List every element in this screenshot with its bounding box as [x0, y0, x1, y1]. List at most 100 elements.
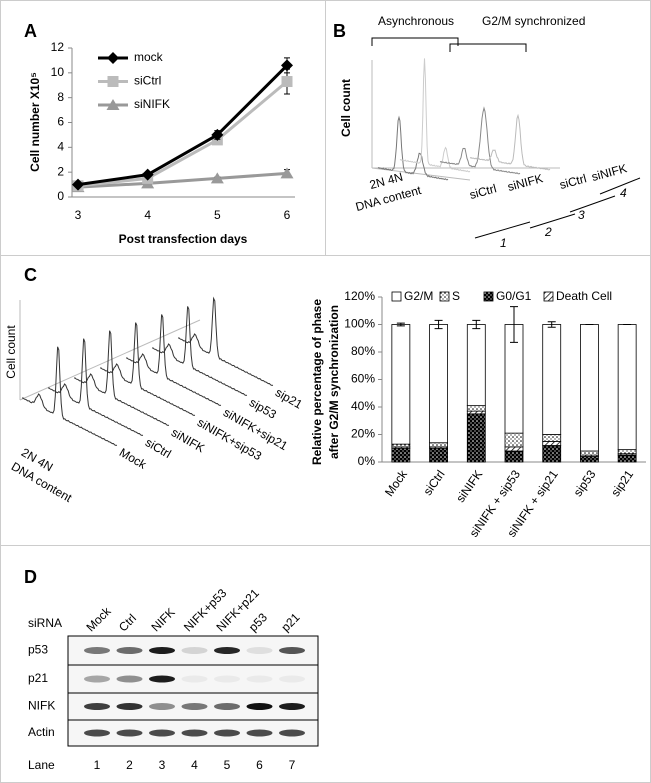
lane-number: 7 [289, 758, 296, 772]
panel-letter: A [24, 21, 37, 41]
legend-label: siCtrl [134, 74, 161, 88]
marker [107, 52, 119, 64]
blot-band [214, 729, 240, 737]
lane-number: 2 [126, 758, 133, 772]
x-tick-label: 6 [284, 208, 291, 222]
x-tick-label: Mock [382, 467, 410, 499]
lane-name: Mock [83, 603, 114, 634]
legend-label: mock [134, 50, 164, 64]
marker [280, 167, 294, 179]
error-bar [510, 306, 518, 343]
marker [281, 59, 293, 72]
bar-segment [580, 456, 599, 463]
x-tick-label: 5 [214, 208, 221, 222]
bar-segment [580, 324, 599, 452]
bar-segment [391, 324, 411, 445]
legend-swatch [391, 291, 402, 302]
y-tick-label: 120% [344, 289, 375, 303]
histogram-trace [439, 106, 521, 175]
panel-c-histogram: Cell count 2N 4N DNA content MocksiCtrls… [4, 296, 305, 505]
blot-band [246, 647, 273, 654]
bar-segment [391, 443, 411, 448]
y-tick-label: 12 [51, 40, 65, 54]
blot-band [116, 729, 143, 737]
lane-name: p21 [278, 610, 302, 634]
panel-letter: C [24, 265, 37, 285]
error-bar [396, 322, 405, 327]
trace-separator [474, 177, 641, 239]
y-tick-label: 20% [351, 427, 375, 441]
series-line [77, 171, 288, 189]
y-axis-label: Cell number X10⁵ [28, 72, 42, 172]
legend-label: G2/M [404, 289, 433, 303]
x-tick-label: siCtrl [420, 468, 447, 498]
blot-band [84, 647, 110, 654]
y-tick-label: 60% [351, 372, 375, 386]
group-label: Asynchronous [378, 14, 454, 28]
y-axis-label: Cell count [339, 79, 353, 137]
bar-segment [504, 432, 524, 448]
x-axis-label: DNA content [354, 183, 423, 214]
bar-segment [617, 454, 637, 463]
trace-number: 4 [620, 186, 627, 200]
lane-number: 4 [191, 758, 198, 772]
blot-band [214, 647, 240, 654]
trace-label: siCtrl [143, 435, 174, 461]
trace-label: siCtrl [468, 181, 498, 202]
bar-segment [542, 434, 562, 442]
x-axis-label: Post transfection days [119, 232, 248, 246]
bar-segment [391, 447, 411, 463]
row-header: siRNA [28, 616, 62, 630]
blot-band [279, 647, 305, 654]
trace-label: Mock [117, 445, 150, 472]
blot-band [116, 647, 143, 654]
y-axis-label: Relative percentage of phase [310, 299, 324, 465]
blot-band [214, 703, 240, 710]
panel-a-border [0, 0, 326, 256]
x-tick-label: sip53 [571, 467, 599, 499]
bar-segment [466, 405, 486, 412]
blot-band [279, 729, 305, 737]
legend-label: S [452, 289, 460, 303]
bar-segment [466, 410, 486, 415]
legend-label: siNIFK [134, 97, 170, 111]
legend-swatch [543, 291, 554, 302]
panel-b-border [325, 0, 651, 256]
bar-segment [429, 442, 448, 448]
error-bar [472, 319, 481, 330]
trace-number: 3 [578, 208, 585, 222]
y-tick-label: 40% [351, 399, 375, 413]
panel-letter: D [24, 567, 37, 587]
bar-segment [466, 413, 486, 463]
histogram-plane [19, 300, 201, 401]
bar-segment [580, 450, 599, 456]
y-tick-label: 0% [358, 454, 376, 468]
trace-label: siNIFK [506, 171, 544, 194]
blot-band [181, 675, 208, 683]
group-bracket [371, 37, 527, 52]
trace-label: siNIFK [590, 161, 628, 184]
histogram-trace [399, 58, 471, 173]
y-tick-label: 8 [57, 90, 64, 104]
histogram-trace [126, 314, 222, 406]
bar-segment [617, 324, 637, 451]
lane-number: 3 [159, 758, 166, 772]
x-tick-label: sip21 [608, 467, 636, 499]
x-tick-label: 3 [75, 208, 82, 222]
blot-band [149, 647, 175, 654]
protein-label: p53 [28, 643, 48, 657]
marker [106, 99, 120, 110]
histogram-trace [22, 346, 118, 446]
histogram-trace [377, 115, 449, 181]
lane-name: p53 [246, 610, 270, 634]
panel-d: D siRNA Lane p53 p21 NIFK Actin Mock 1 Ctrl 2 NI… [24, 567, 319, 772]
series-line [77, 64, 289, 187]
blot-band [84, 675, 110, 683]
legend-label: Death Cell [556, 289, 612, 303]
blot-band [246, 729, 273, 737]
blot-band [116, 703, 143, 710]
blot-band [149, 675, 175, 683]
blot-band [181, 703, 208, 710]
histogram-trace [178, 296, 274, 386]
